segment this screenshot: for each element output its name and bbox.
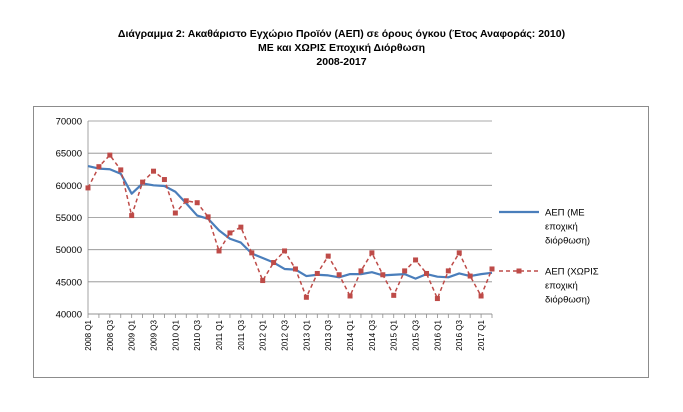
data-point (369, 250, 375, 256)
legend: ΑΕΠ (ΜΕ εποχική διόρθωση) ΑΕΠ (ΧΩΡΙΣ εποχική… (499, 208, 599, 306)
data-point (161, 177, 167, 183)
x-tick-label: 2013 Q1 (302, 319, 311, 350)
x-tick-label: 2009 Q1 (128, 319, 137, 350)
data-point (358, 268, 364, 274)
x-tick-label: 2017 Q1 (477, 319, 486, 350)
legend-label-1: ΑΕΠ (ΜΕ εποχική διόρθωση) (545, 208, 590, 247)
data-point (456, 250, 462, 256)
data-point (336, 272, 342, 278)
x-tick-label: 2015 Q1 (390, 319, 399, 350)
series-line-2 (87, 154, 493, 300)
data-point (423, 270, 429, 276)
y-tick-label: 40000 (56, 310, 82, 321)
data-point (303, 294, 309, 300)
data-point (227, 230, 233, 236)
chart-title-line-3: 2008-2017 (316, 56, 367, 68)
x-tick-label: 2011 Q3 (237, 319, 246, 350)
x-tick-label: 2008 Q3 (106, 319, 115, 350)
data-point (129, 213, 135, 219)
x-tick-label: 2014 Q3 (368, 319, 377, 350)
x-tick-label: 2012 Q3 (281, 319, 290, 350)
x-tick-label: 2009 Q3 (150, 319, 159, 350)
x-tick-label: 2016 Q1 (433, 319, 442, 350)
data-point (205, 214, 211, 220)
x-tick-label: 2013 Q3 (324, 319, 333, 350)
chart-title-line-2: ΜΕ και ΧΩΡΙΣ Εποχική Διόρθωση (257, 42, 426, 54)
y-tick-label: 70000 (56, 117, 82, 128)
data-point (391, 292, 397, 298)
data-point (238, 224, 244, 230)
chart-title-line-1: Διάγραμμα 2: Ακαθάριστο Εγχώριο Προϊόν (… (117, 28, 566, 40)
x-axis: 2008 Q1 2008 Q3 2009 Q1 2009 Q3 2010 Q1 2010 … (84, 313, 493, 351)
data-point (347, 293, 353, 299)
data-point (434, 296, 440, 302)
x-tick-label: 2008 Q1 (84, 319, 93, 350)
data-point (402, 268, 408, 274)
x-tick-label: 2012 Q1 (259, 319, 268, 350)
data-point (292, 266, 298, 272)
x-tick-label: 2010 Q1 (171, 319, 180, 350)
series-line-1 (87, 164, 493, 280)
data-point (172, 210, 178, 216)
data-point (216, 248, 222, 254)
data-point (413, 257, 419, 263)
x-tick-label: 2016 Q3 (455, 319, 464, 350)
data-point (140, 179, 146, 185)
data-point (282, 248, 288, 254)
gridlines (88, 120, 492, 315)
x-tick-label: 2015 Q3 (412, 319, 421, 350)
y-tick-label: 65000 (56, 149, 82, 160)
data-point (118, 167, 124, 173)
data-point (249, 250, 255, 256)
data-point (380, 272, 386, 278)
data-point (151, 168, 157, 174)
data-point (194, 200, 200, 206)
data-point (325, 253, 331, 259)
series-layer (85, 152, 495, 302)
y-tick-label: 45000 (56, 277, 82, 288)
data-point (271, 260, 277, 266)
data-point (183, 198, 189, 204)
data-point (107, 152, 113, 158)
legend-label-2: ΑΕΠ (ΧΩΡΙΣ εποχική διόρθωση) (545, 267, 599, 306)
data-point (96, 164, 102, 170)
legend-marker (516, 268, 522, 274)
y-axis: 40000 45000 50000 55000 60000 65000 70000 (56, 117, 89, 321)
data-point (85, 185, 91, 191)
x-tick-label: 2011 Q1 (215, 319, 224, 350)
data-point (260, 278, 266, 284)
data-point (489, 266, 495, 272)
data-point (314, 270, 320, 276)
y-tick-label: 50000 (56, 245, 82, 256)
data-point (445, 268, 451, 274)
y-tick-label: 55000 (56, 213, 82, 224)
data-point (478, 293, 484, 299)
data-point (467, 273, 473, 279)
y-tick-label: 60000 (56, 181, 82, 192)
chart-frame (33, 106, 649, 378)
x-tick-label: 2014 Q1 (346, 319, 355, 350)
x-tick-label: 2010 Q3 (193, 319, 202, 350)
